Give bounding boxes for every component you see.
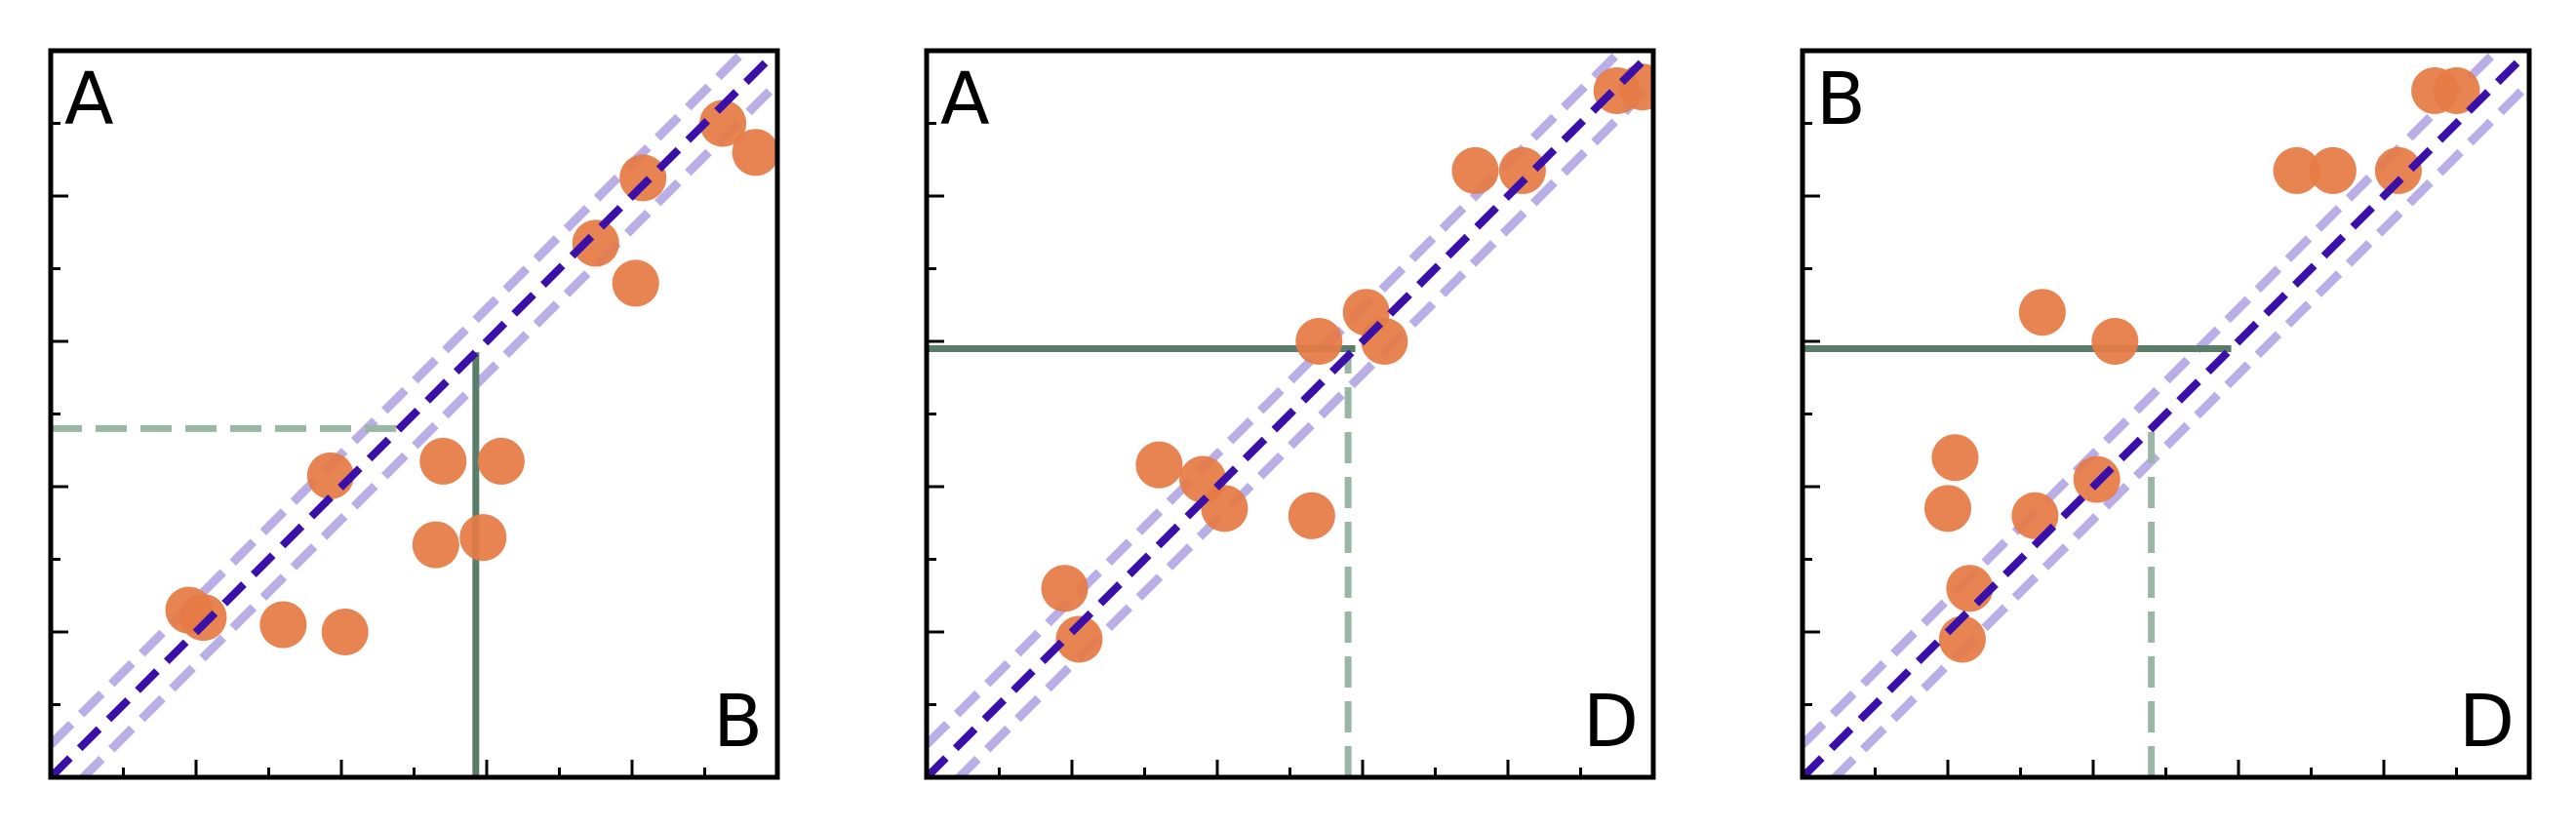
data-point: [1618, 63, 1653, 111]
tolerance-band-line-upper: [51, 51, 751, 748]
data-point: [2018, 289, 2066, 336]
data-point: [1924, 485, 1971, 532]
data-point: [2011, 492, 2059, 539]
corner-label-bottom-right: D: [2459, 680, 2515, 764]
panel-frame: [924, 48, 1656, 780]
plot-area: [51, 51, 777, 777]
data-point: [2091, 318, 2139, 365]
corner-label-top-left: B: [1816, 58, 1866, 141]
tolerance-band-line-lower: [953, 80, 1653, 777]
data-point: [2433, 66, 2480, 114]
data-point: [732, 129, 777, 177]
data-point: [1055, 615, 1103, 663]
data-point: [321, 609, 369, 655]
data-point: [1288, 492, 1335, 539]
data-point: [459, 514, 507, 562]
data-point: [2273, 146, 2320, 194]
corner-label-top-left: A: [64, 58, 114, 141]
identity-line: [1803, 51, 2529, 777]
tolerance-band-line-upper: [927, 51, 1627, 748]
panel-frame: [48, 48, 780, 780]
data-point: [1451, 146, 1499, 194]
data-point: [1201, 485, 1248, 532]
tolerance-band-line-lower: [1829, 80, 2529, 777]
identity-line: [927, 51, 1653, 777]
panel-frame: [1800, 48, 2532, 780]
plot-area: [927, 51, 1653, 777]
corner-label-bottom-right: B: [713, 680, 763, 764]
data-point: [179, 594, 227, 642]
data-point: [1295, 318, 1343, 365]
data-point: [477, 437, 525, 485]
data-point: [612, 259, 659, 307]
corner-label-top-left: A: [940, 58, 990, 141]
data-point: [572, 219, 619, 267]
data-point: [259, 601, 307, 649]
data-point: [1135, 441, 1183, 489]
corner-label-bottom-right: D: [1583, 680, 1639, 764]
panel-a-vs-d: A D: [924, 48, 1656, 780]
panel-a-vs-b: A B: [48, 48, 780, 780]
data-point: [699, 99, 747, 147]
identity-line: [51, 51, 777, 777]
tolerance-band-line-lower: [77, 80, 777, 777]
panel-b-vs-d: B D: [1800, 48, 2532, 780]
data-point: [419, 437, 467, 485]
tolerance-band-line-upper: [1803, 51, 2503, 748]
data-point: [412, 521, 459, 569]
data-point: [1041, 565, 1089, 612]
plot-area: [1803, 51, 2529, 777]
data-point: [2374, 146, 2422, 194]
data-point: [2309, 146, 2357, 194]
data-point: [1931, 434, 1979, 482]
data-point: [1498, 146, 1546, 194]
data-point: [619, 154, 667, 202]
